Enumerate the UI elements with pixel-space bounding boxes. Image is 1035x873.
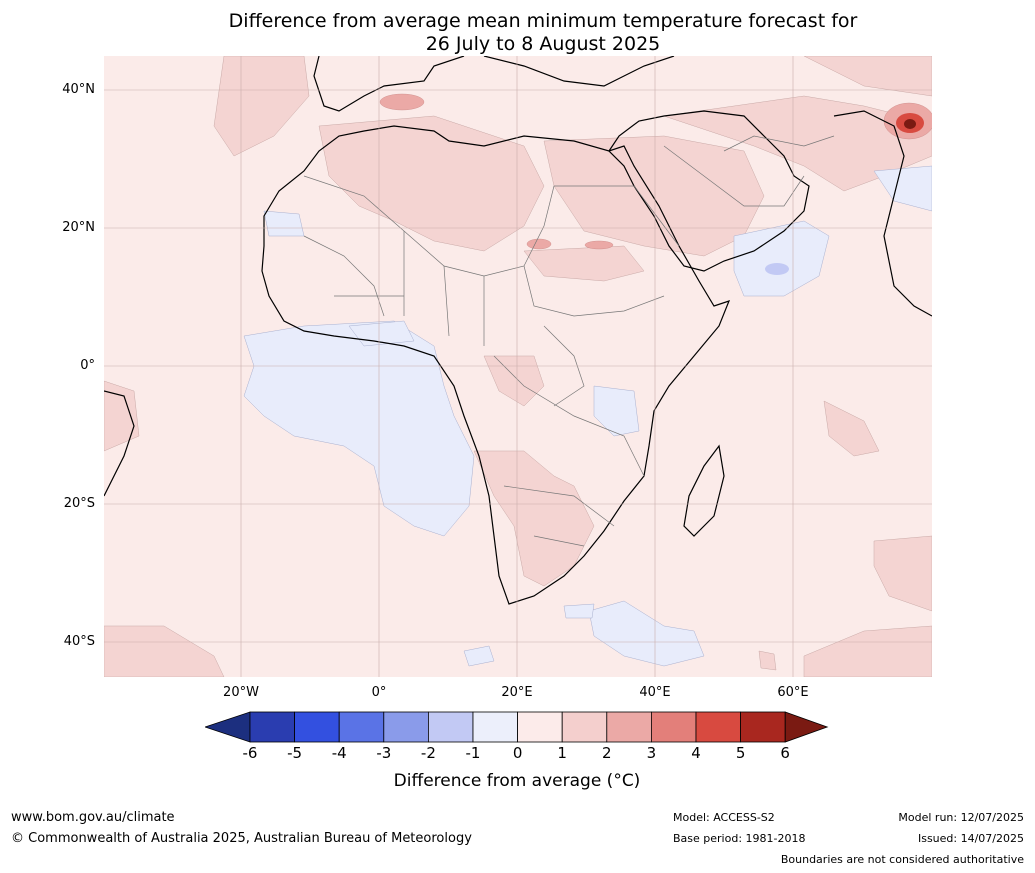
footer-model: Model: ACCESS-S2 [673, 811, 775, 824]
colorbar-cell [294, 711, 340, 743]
colorbar-tick-label: 1 [557, 744, 567, 762]
colorbar-cell [383, 711, 429, 743]
country-borders [303, 135, 835, 547]
colorbar-cell [338, 711, 385, 743]
colorbar-title-unit: °C) [613, 771, 641, 791]
colorbar-tick-label: 6 [780, 744, 790, 762]
anomaly-map [104, 56, 932, 677]
colorbar-tick-label: 3 [646, 744, 657, 762]
lon-label-60e: 60°E [777, 685, 809, 700]
lat-label-40n: 40°N [62, 82, 95, 97]
colorbar-title-text: Difference from average ( [393, 771, 614, 791]
colorbar-extend-max [784, 711, 829, 743]
colorbar-tick-label: 2 [602, 744, 612, 762]
footer-issued: Issued: 14/07/2025 [917, 832, 1024, 845]
colorbar-cell [740, 711, 786, 743]
colorbar-tick-label: -5 [287, 744, 303, 762]
lat-label-0: 0° [80, 358, 95, 373]
colorbar [205, 711, 829, 743]
graticule [104, 56, 932, 677]
colorbar-tick-label: -2 [420, 744, 436, 762]
lat-label-40s: 40°S [63, 634, 95, 649]
map-title: Difference from average mean minimum tem… [0, 10, 1035, 56]
title-line-1: Difference from average mean minimum tem… [228, 10, 858, 32]
colorbar-cell [561, 711, 608, 743]
colorbar-tick-label: 0 [512, 744, 523, 762]
lon-label-20e: 20°E [501, 685, 533, 700]
footer-website[interactable]: www.bom.gov.au/climate [11, 810, 175, 825]
colorbar-tick-label: -6 [242, 744, 258, 762]
map-panel [104, 56, 932, 677]
anomaly-6-region [904, 119, 916, 129]
colorbar-cell [695, 711, 741, 743]
footer-model-run: Model run: 12/07/2025 [898, 811, 1024, 824]
colorbar-cell [249, 711, 295, 743]
colorbar-cell [517, 711, 563, 743]
lat-label-20s: 20°S [63, 496, 95, 511]
anomaly-neg-2-1-region [765, 263, 789, 275]
colorbar-tick-label: -3 [376, 744, 392, 762]
colorbar-cell [472, 711, 518, 743]
colorbar-tick-label: -1 [465, 744, 481, 762]
anomaly-1-2-regions [104, 56, 932, 677]
lon-label-0: 0° [371, 685, 387, 700]
colorbar-tick-label: 4 [691, 744, 701, 762]
footer-copyright: © Commonwealth of Australia 2025, Austra… [11, 831, 472, 846]
lat-label-20n: 20°N [62, 220, 95, 235]
colorbar-extend-min [205, 711, 251, 743]
anomaly-neg-1-0-regions [243, 165, 932, 667]
title-line-2: 26 July to 8 August 2025 [425, 33, 661, 55]
colorbar-tick-label: -4 [331, 744, 347, 762]
footer-base-period: Base period: 1981-2018 [673, 832, 806, 845]
lon-label-40e: 40°E [639, 685, 671, 700]
colorbar-title: Difference from average (°C) [205, 771, 829, 791]
colorbar-tick-label: 5 [735, 744, 746, 762]
coastlines [104, 56, 932, 605]
anomaly-2-3-regions [379, 93, 932, 250]
lon-label-20w: 20°W [223, 685, 259, 700]
colorbar-cell [606, 711, 652, 743]
footer-boundaries: Boundaries are not considered authoritat… [780, 853, 1024, 866]
colorbar-cell [427, 711, 474, 743]
colorbar-cell [650, 711, 697, 743]
